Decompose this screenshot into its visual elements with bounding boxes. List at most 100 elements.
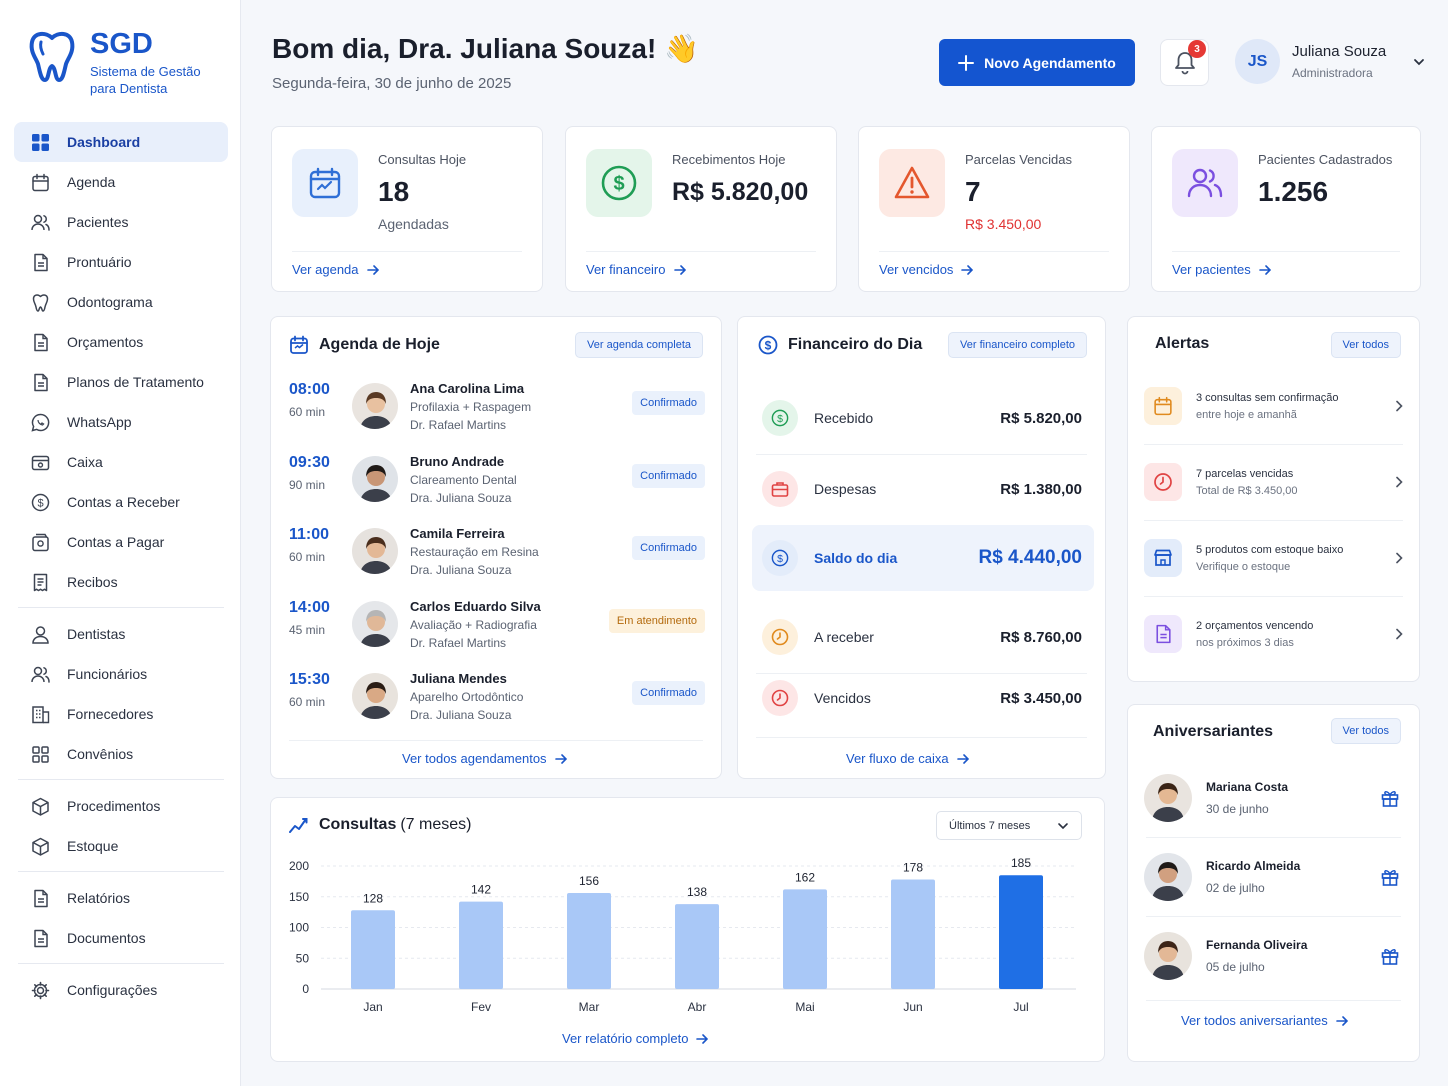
appointment-row[interactable]: 14:00 45 min Carlos Eduardo Silva Avaliação… [289,599,705,659]
clock-icon [771,628,789,646]
patient-photo [352,455,398,502]
notifications-button[interactable]: 3 [1160,39,1209,86]
stat-label: Parcelas Vencidas [965,152,1072,167]
period-select[interactable]: Últimos 7 meses [936,811,1082,840]
alerts-panel: Alertas Ver todos 3 consultas sem confir… [1127,316,1420,682]
view-all-alerts-button[interactable]: Ver todos [1330,332,1401,358]
alert-item[interactable]: 7 parcelas vencidas Total de R$ 3.450,00 [1144,451,1404,513]
view-all-birthdays-link[interactable]: Ver todos aniversariantes [1181,1013,1348,1028]
calendar-icon [292,149,358,217]
sidebar-item-caixa[interactable]: Caixa [14,442,228,482]
birthday-date: 05 de julho [1206,960,1265,974]
arrow-right-icon [1258,264,1271,275]
calendar-icon [290,335,308,354]
view-all-birthdays-button[interactable]: Ver todos [1330,718,1401,744]
view-full-finance-button[interactable]: Ver financeiro completo [948,332,1087,358]
file-icon [34,929,48,947]
user-menu[interactable]: JS Juliana Souza Administradora [1235,39,1426,84]
sidebar-item-label: Dashboard [67,134,141,150]
users-icon [1172,149,1238,217]
sidebar-item-odontograma[interactable]: Odontograma [14,282,228,322]
nav-divider [18,779,224,780]
view-overdue-link[interactable]: Ver vencidos [879,262,974,277]
sidebar-item-convenios[interactable]: Convênios [14,734,228,774]
brand[interactable]: SGD Sistema de Gestão para Dentista [28,30,201,97]
appointment-time: 14:00 [289,598,330,616]
store-icon [1154,549,1172,566]
sidebar-item-procedimentos[interactable]: Procedimentos [14,786,228,826]
sidebar-item-funcionarios[interactable]: Funcionários [14,654,228,694]
sidebar-item-estoque[interactable]: Estoque [14,826,228,866]
alert-item[interactable]: 2 orçamentos vencendo nos próximos 3 dias [1144,603,1404,665]
finance-label: Recebido [814,410,874,426]
alert-icon [1144,463,1182,501]
users-icon [31,214,50,231]
appointment-row[interactable]: 15:30 60 min Juliana Mendes Aparelho Ortodô… [289,671,705,731]
alerts-title: Alertas [1155,335,1210,352]
sidebar-item-recibos[interactable]: Recibos [14,562,228,602]
view-all-appointments-link[interactable]: Ver todos agendamentos [402,751,567,766]
finance-label: Saldo do dia [814,550,898,566]
sidebar-item-contas-a-receber[interactable]: $ Contas a Receber [14,482,228,522]
notification-count-badge: 3 [1188,40,1206,58]
sidebar-item-pacientes[interactable]: Pacientes [14,202,228,242]
clock-alert-icon [1154,473,1172,491]
sidebar-item-agenda[interactable]: Agenda [14,162,228,202]
sidebar-item-label: Fornecedores [67,706,154,722]
finance-panel: $ Financeiro do Dia Ver financeiro compl… [737,316,1106,779]
chevron-down-icon [1414,58,1425,65]
view-cashflow-link[interactable]: Ver fluxo de caixa [846,751,969,766]
divider [756,454,1087,455]
appointment-row[interactable]: 11:00 60 min Camila Ferreira Restauração em… [289,526,705,586]
alert-item[interactable]: 3 consultas sem confirmação entre hoje e … [1144,375,1404,437]
gift-icon[interactable] [1380,788,1400,808]
briefcase-icon [771,482,789,497]
alert-icon [1144,387,1182,425]
y-tick-label: 150 [289,890,309,904]
plus-icon [958,54,975,71]
view-full-report-link[interactable]: Ver relatório completo [562,1031,709,1046]
file-icon [34,889,48,907]
view-finance-link[interactable]: Ver financeiro [586,262,686,277]
sidebar-item-orcamentos[interactable]: Orçamentos [14,322,228,362]
sidebar-item-prontuario[interactable]: Prontuário [14,242,228,282]
alert-item[interactable]: 5 produtos com estoque baixo Verifique o … [1144,527,1404,589]
sidebar-item-configuracoes[interactable]: Configurações [14,970,228,1010]
svg-text:$: $ [777,554,783,565]
dollar-circle-icon: $ [758,335,778,355]
finance-value: R$ 5.820,00 [1000,409,1082,427]
alert-title: 3 consultas sem confirmação [1196,391,1339,404]
stat-card-vencidas: Parcelas Vencidas 7 R$ 3.450,00 Ver venc… [858,126,1130,292]
y-tick-label: 50 [296,951,310,965]
sidebar: SGD Sistema de Gestão para Dentista Dash… [0,0,241,1086]
view-patients-link[interactable]: Ver pacientes [1172,262,1271,277]
status-badge: Confirmado [632,536,705,560]
view-agenda-link[interactable]: Ver agenda [292,262,379,277]
sidebar-item-fornecedores[interactable]: Fornecedores [14,694,228,734]
period-select-value: Últimos 7 meses [949,819,1031,832]
appointment-row[interactable]: 08:00 60 min Ana Carolina Lima Profilaxia +… [289,381,705,441]
doctor-name: Dra. Juliana Souza [410,708,512,722]
new-appointment-button[interactable]: Novo Agendamento [939,39,1135,86]
sidebar-item-relatorios[interactable]: Relatórios [14,878,228,918]
view-full-agenda-button[interactable]: Ver agenda completa [575,332,703,358]
patient-avatar [352,383,398,429]
sidebar-item-contas-a-pagar[interactable]: Contas a Pagar [14,522,228,562]
sidebar-item-dentistas[interactable]: Dentistas [14,614,228,654]
gift-icon[interactable] [1380,867,1400,887]
bar [459,901,503,989]
doctor-name: Dra. Juliana Souza [410,563,512,577]
sidebar-item-dashboard[interactable]: Dashboard [14,122,228,162]
appointment-row[interactable]: 09:30 90 min Bruno Andrade Clareamento Dent… [289,454,705,514]
sidebar-item-planos-de-tratamento[interactable]: Planos de Tratamento [14,362,228,402]
chart-title-label: Consultas [319,816,397,833]
alert-text: 3 consultas sem confirmação entre hoje e … [1196,392,1394,421]
patient-name: Ana Carolina Lima [410,381,525,396]
sidebar-item-whatsapp[interactable]: WhatsApp [14,402,228,442]
gift-icon[interactable] [1380,946,1400,966]
arrow-right-icon [1335,1015,1348,1026]
users-icon [31,666,50,683]
birthday-info: Mariana Costa 30 de junho [1206,780,1380,816]
sidebar-item-documentos[interactable]: Documentos [14,918,228,958]
birthday-name: Mariana Costa [1206,780,1289,794]
